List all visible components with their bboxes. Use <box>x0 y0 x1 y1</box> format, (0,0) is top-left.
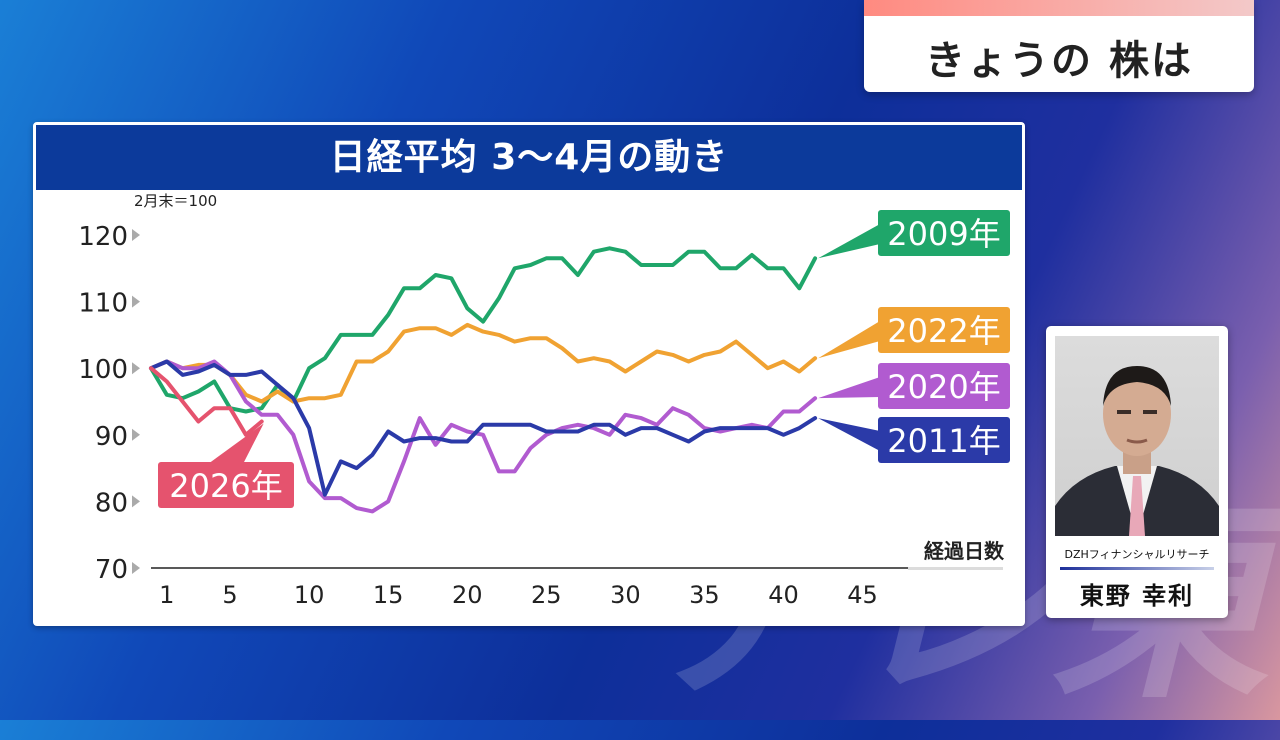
program-title-box: きょうの 株は <box>864 0 1254 92</box>
y-tick-label-100: 100 <box>78 355 128 385</box>
series-label-pointer-2 <box>818 377 880 399</box>
x-tick-label-15: 15 <box>373 581 404 609</box>
speaker-portrait <box>1055 366 1219 536</box>
x-tick-label-40: 40 <box>768 581 799 609</box>
program-title: きょうの 株は <box>925 38 1193 84</box>
speaker-company: DZHフィナンシャルリサーチ <box>1064 548 1210 561</box>
series-label-3: 2011年 <box>887 422 1000 460</box>
company-underline <box>1060 567 1214 570</box>
series-label-pointer-4 <box>208 423 264 464</box>
y-tick-arrow-100 <box>132 362 140 375</box>
y-tick-arrow-90 <box>132 428 140 441</box>
series-label-2: 2020年 <box>887 368 1000 406</box>
y-tick-label-110: 110 <box>78 289 128 319</box>
series-line-1 <box>149 322 818 404</box>
series-line-4 <box>149 366 264 437</box>
series-line-2 <box>149 359 818 514</box>
series-label-box-0 <box>878 210 1010 256</box>
series-label-1: 2022年 <box>887 312 1000 350</box>
x-tick-label-45: 45 <box>847 581 878 609</box>
series-label-pointer-1 <box>818 321 880 359</box>
y-tick-label-80: 80 <box>95 488 128 518</box>
series-label-box-3 <box>878 417 1010 463</box>
series-line-3 <box>149 359 818 497</box>
y-axis-unit-label: 2月末＝100 <box>134 192 217 210</box>
y-tick-arrow-80 <box>132 495 140 508</box>
y-tick-arrow-70 <box>132 562 140 574</box>
y-tick-arrow-120 <box>132 229 140 241</box>
x-tick-label-5: 5 <box>222 581 237 609</box>
chart-title: 日経平均 3～4月の動き <box>36 125 1022 190</box>
y-tick-label-70: 70 <box>95 555 128 585</box>
title-accent-stripe <box>864 0 1254 16</box>
series-label-box-1 <box>878 307 1010 353</box>
series-label-box-4 <box>158 462 294 508</box>
x-tick-label-20: 20 <box>452 581 483 609</box>
series-label-0: 2009年 <box>887 215 1000 253</box>
x-tick-label-1: 1 <box>159 581 174 609</box>
x-axis-extension <box>908 567 1003 570</box>
y-tick-arrow-110 <box>132 295 140 308</box>
x-axis-title: 経過日数 <box>924 539 1005 563</box>
speaker-name: 東野 幸利 <box>1079 582 1195 610</box>
speaker-card: DZHフィナンシャルリサーチ 東野 幸利 <box>1046 326 1228 618</box>
x-tick-label-35: 35 <box>689 581 720 609</box>
series-label-4: 2026年 <box>169 467 282 505</box>
series-line-0 <box>149 246 818 414</box>
x-tick-label-10: 10 <box>294 581 325 609</box>
series-label-pointer-0 <box>818 224 880 259</box>
speaker-photo <box>1055 336 1219 536</box>
series-label-pointer-3 <box>818 418 880 451</box>
x-tick-label-30: 30 <box>610 581 641 609</box>
series-label-box-2 <box>878 363 1010 409</box>
y-tick-label-120: 120 <box>78 222 128 252</box>
chart-panel: 日経平均 3～4月の動き 2月末＝100 70 80 90 100 110 120 1 5 10 1… <box>33 122 1025 626</box>
y-tick-label-90: 90 <box>95 422 128 452</box>
x-tick-label-25: 25 <box>531 581 562 609</box>
